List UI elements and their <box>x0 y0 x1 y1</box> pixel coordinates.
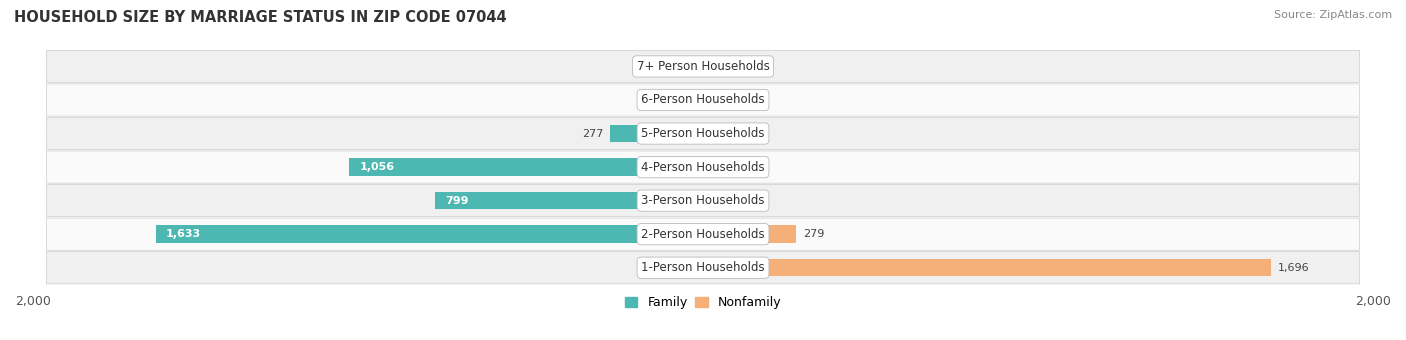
Text: 1,056: 1,056 <box>360 162 394 172</box>
Bar <box>156 225 703 243</box>
Bar <box>610 125 703 142</box>
Text: 0: 0 <box>749 95 756 105</box>
Bar <box>703 91 744 109</box>
FancyBboxPatch shape <box>46 151 1360 183</box>
Text: 53: 53 <box>665 95 679 105</box>
Bar <box>696 58 703 75</box>
Text: HOUSEHOLD SIZE BY MARRIAGE STATUS IN ZIP CODE 07044: HOUSEHOLD SIZE BY MARRIAGE STATUS IN ZIP… <box>14 10 506 25</box>
Text: 1,696: 1,696 <box>1278 263 1309 273</box>
Bar <box>703 58 744 75</box>
Bar <box>703 125 744 142</box>
Text: 3-Person Households: 3-Person Households <box>641 194 765 207</box>
Text: 1-Person Households: 1-Person Households <box>641 261 765 274</box>
Bar <box>349 158 703 176</box>
FancyBboxPatch shape <box>46 84 1360 116</box>
Text: 279: 279 <box>803 229 824 239</box>
Text: 0: 0 <box>749 62 756 71</box>
Text: 5-Person Households: 5-Person Households <box>641 127 765 140</box>
Text: 799: 799 <box>446 195 468 206</box>
Legend: Family, Nonfamily: Family, Nonfamily <box>620 291 786 314</box>
FancyBboxPatch shape <box>46 50 1360 83</box>
FancyBboxPatch shape <box>46 252 1360 284</box>
Bar <box>703 259 1271 276</box>
FancyBboxPatch shape <box>46 185 1360 217</box>
Bar <box>436 192 703 209</box>
FancyBboxPatch shape <box>46 117 1360 150</box>
Bar <box>685 91 703 109</box>
Text: 2-Person Households: 2-Person Households <box>641 228 765 241</box>
Text: 20: 20 <box>675 62 689 71</box>
Text: 6-Person Households: 6-Person Households <box>641 94 765 106</box>
Text: Source: ZipAtlas.com: Source: ZipAtlas.com <box>1274 10 1392 20</box>
Text: 8: 8 <box>713 162 720 172</box>
Text: 0: 0 <box>749 129 756 138</box>
Text: 4-Person Households: 4-Person Households <box>641 160 765 174</box>
FancyBboxPatch shape <box>46 218 1360 250</box>
Bar <box>703 158 706 176</box>
Text: 0: 0 <box>749 195 756 206</box>
Text: 277: 277 <box>582 129 603 138</box>
Bar <box>703 225 796 243</box>
Bar <box>703 192 744 209</box>
Text: 7+ Person Households: 7+ Person Households <box>637 60 769 73</box>
Text: 1,633: 1,633 <box>166 229 201 239</box>
